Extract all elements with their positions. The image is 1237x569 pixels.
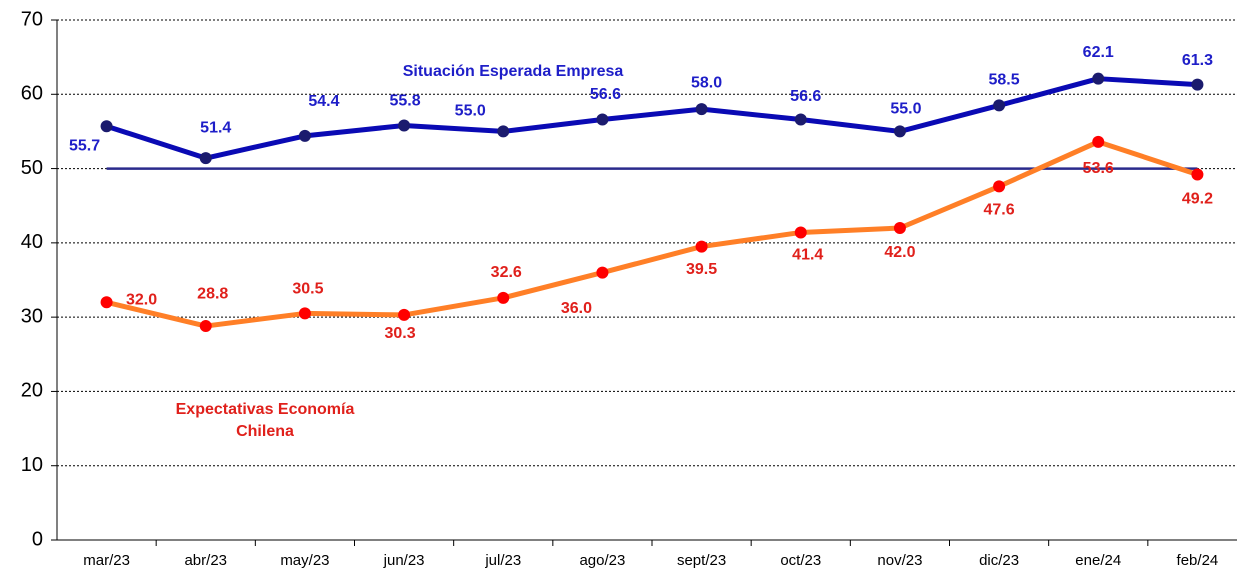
marker [497, 125, 510, 138]
y-tick-label: 30 [21, 305, 43, 327]
marker [794, 226, 807, 239]
y-tick-label: 70 [21, 8, 43, 30]
x-tick-label: jun/23 [383, 552, 425, 569]
marker [298, 129, 311, 142]
marker [993, 180, 1006, 193]
series-line [105, 76, 1198, 161]
data-label: 53.6 [1083, 160, 1114, 177]
marker [497, 291, 510, 304]
data-label: 51.4 [200, 119, 231, 136]
x-tick-label: feb/24 [1177, 552, 1219, 569]
data-label: 58.5 [989, 72, 1020, 89]
data-label: 62.1 [1083, 44, 1114, 61]
marker [695, 240, 708, 253]
marker [596, 266, 609, 279]
data-label: 54.4 [308, 93, 339, 110]
data-label: 56.6 [590, 86, 621, 103]
data-label: 56.6 [790, 88, 821, 105]
data-label: 55.0 [455, 103, 486, 120]
y-tick-label: 60 [21, 83, 43, 105]
data-label: 39.5 [686, 261, 717, 278]
marker [794, 113, 807, 126]
x-tick-label: sept/23 [677, 552, 726, 569]
x-tick-label: dic/23 [979, 552, 1019, 569]
data-label: 32.6 [491, 264, 522, 281]
data-label: 32.0 [126, 292, 157, 309]
series-label: Expectativas Economía Chilena [175, 401, 355, 440]
x-tick-label: oct/23 [780, 552, 821, 569]
marker [893, 222, 906, 234]
data-label: 41.4 [792, 247, 823, 264]
marker [596, 113, 609, 126]
marker [695, 103, 708, 116]
x-tick-label: ago/23 [579, 552, 625, 569]
marker [1191, 78, 1204, 91]
marker [199, 320, 212, 333]
data-label: 28.8 [197, 285, 228, 302]
y-tick-label: 10 [21, 454, 43, 476]
marker [298, 307, 311, 320]
data-label: 55.8 [390, 93, 421, 110]
y-tick-label: 0 [32, 528, 43, 550]
marker [993, 99, 1006, 112]
y-tick-label: 20 [21, 380, 43, 402]
data-label: 55.0 [890, 101, 921, 118]
data-label: 49.2 [1182, 191, 1213, 208]
data-label: 30.5 [292, 281, 323, 298]
marker [893, 125, 906, 138]
x-tick-label: may/23 [280, 552, 329, 569]
marker [100, 296, 113, 309]
data-label: 55.7 [69, 137, 100, 154]
marker [1092, 72, 1105, 85]
y-tick-label: 50 [21, 157, 43, 179]
data-label: 58.0 [691, 74, 722, 91]
marker [100, 120, 113, 133]
data-label: 47.6 [984, 202, 1015, 219]
x-tick-label: nov/23 [877, 552, 922, 569]
data-label: 42.0 [884, 244, 915, 261]
series-label: Situación Esperada Empresa [402, 63, 624, 80]
x-tick-label: jul/23 [484, 552, 521, 569]
series-line [106, 139, 1199, 329]
marker [1191, 168, 1204, 181]
data-label: 36.0 [561, 300, 592, 317]
marker [199, 152, 212, 165]
x-tick-label: abr/23 [184, 552, 227, 569]
data-label: 61.3 [1182, 52, 1213, 69]
marker [1092, 135, 1105, 148]
x-tick-label: ene/24 [1075, 552, 1121, 569]
y-tick-label: 40 [21, 231, 43, 253]
marker [398, 308, 411, 321]
data-label: 30.3 [385, 325, 416, 342]
x-tick-label: mar/23 [83, 552, 130, 569]
marker [398, 119, 411, 132]
